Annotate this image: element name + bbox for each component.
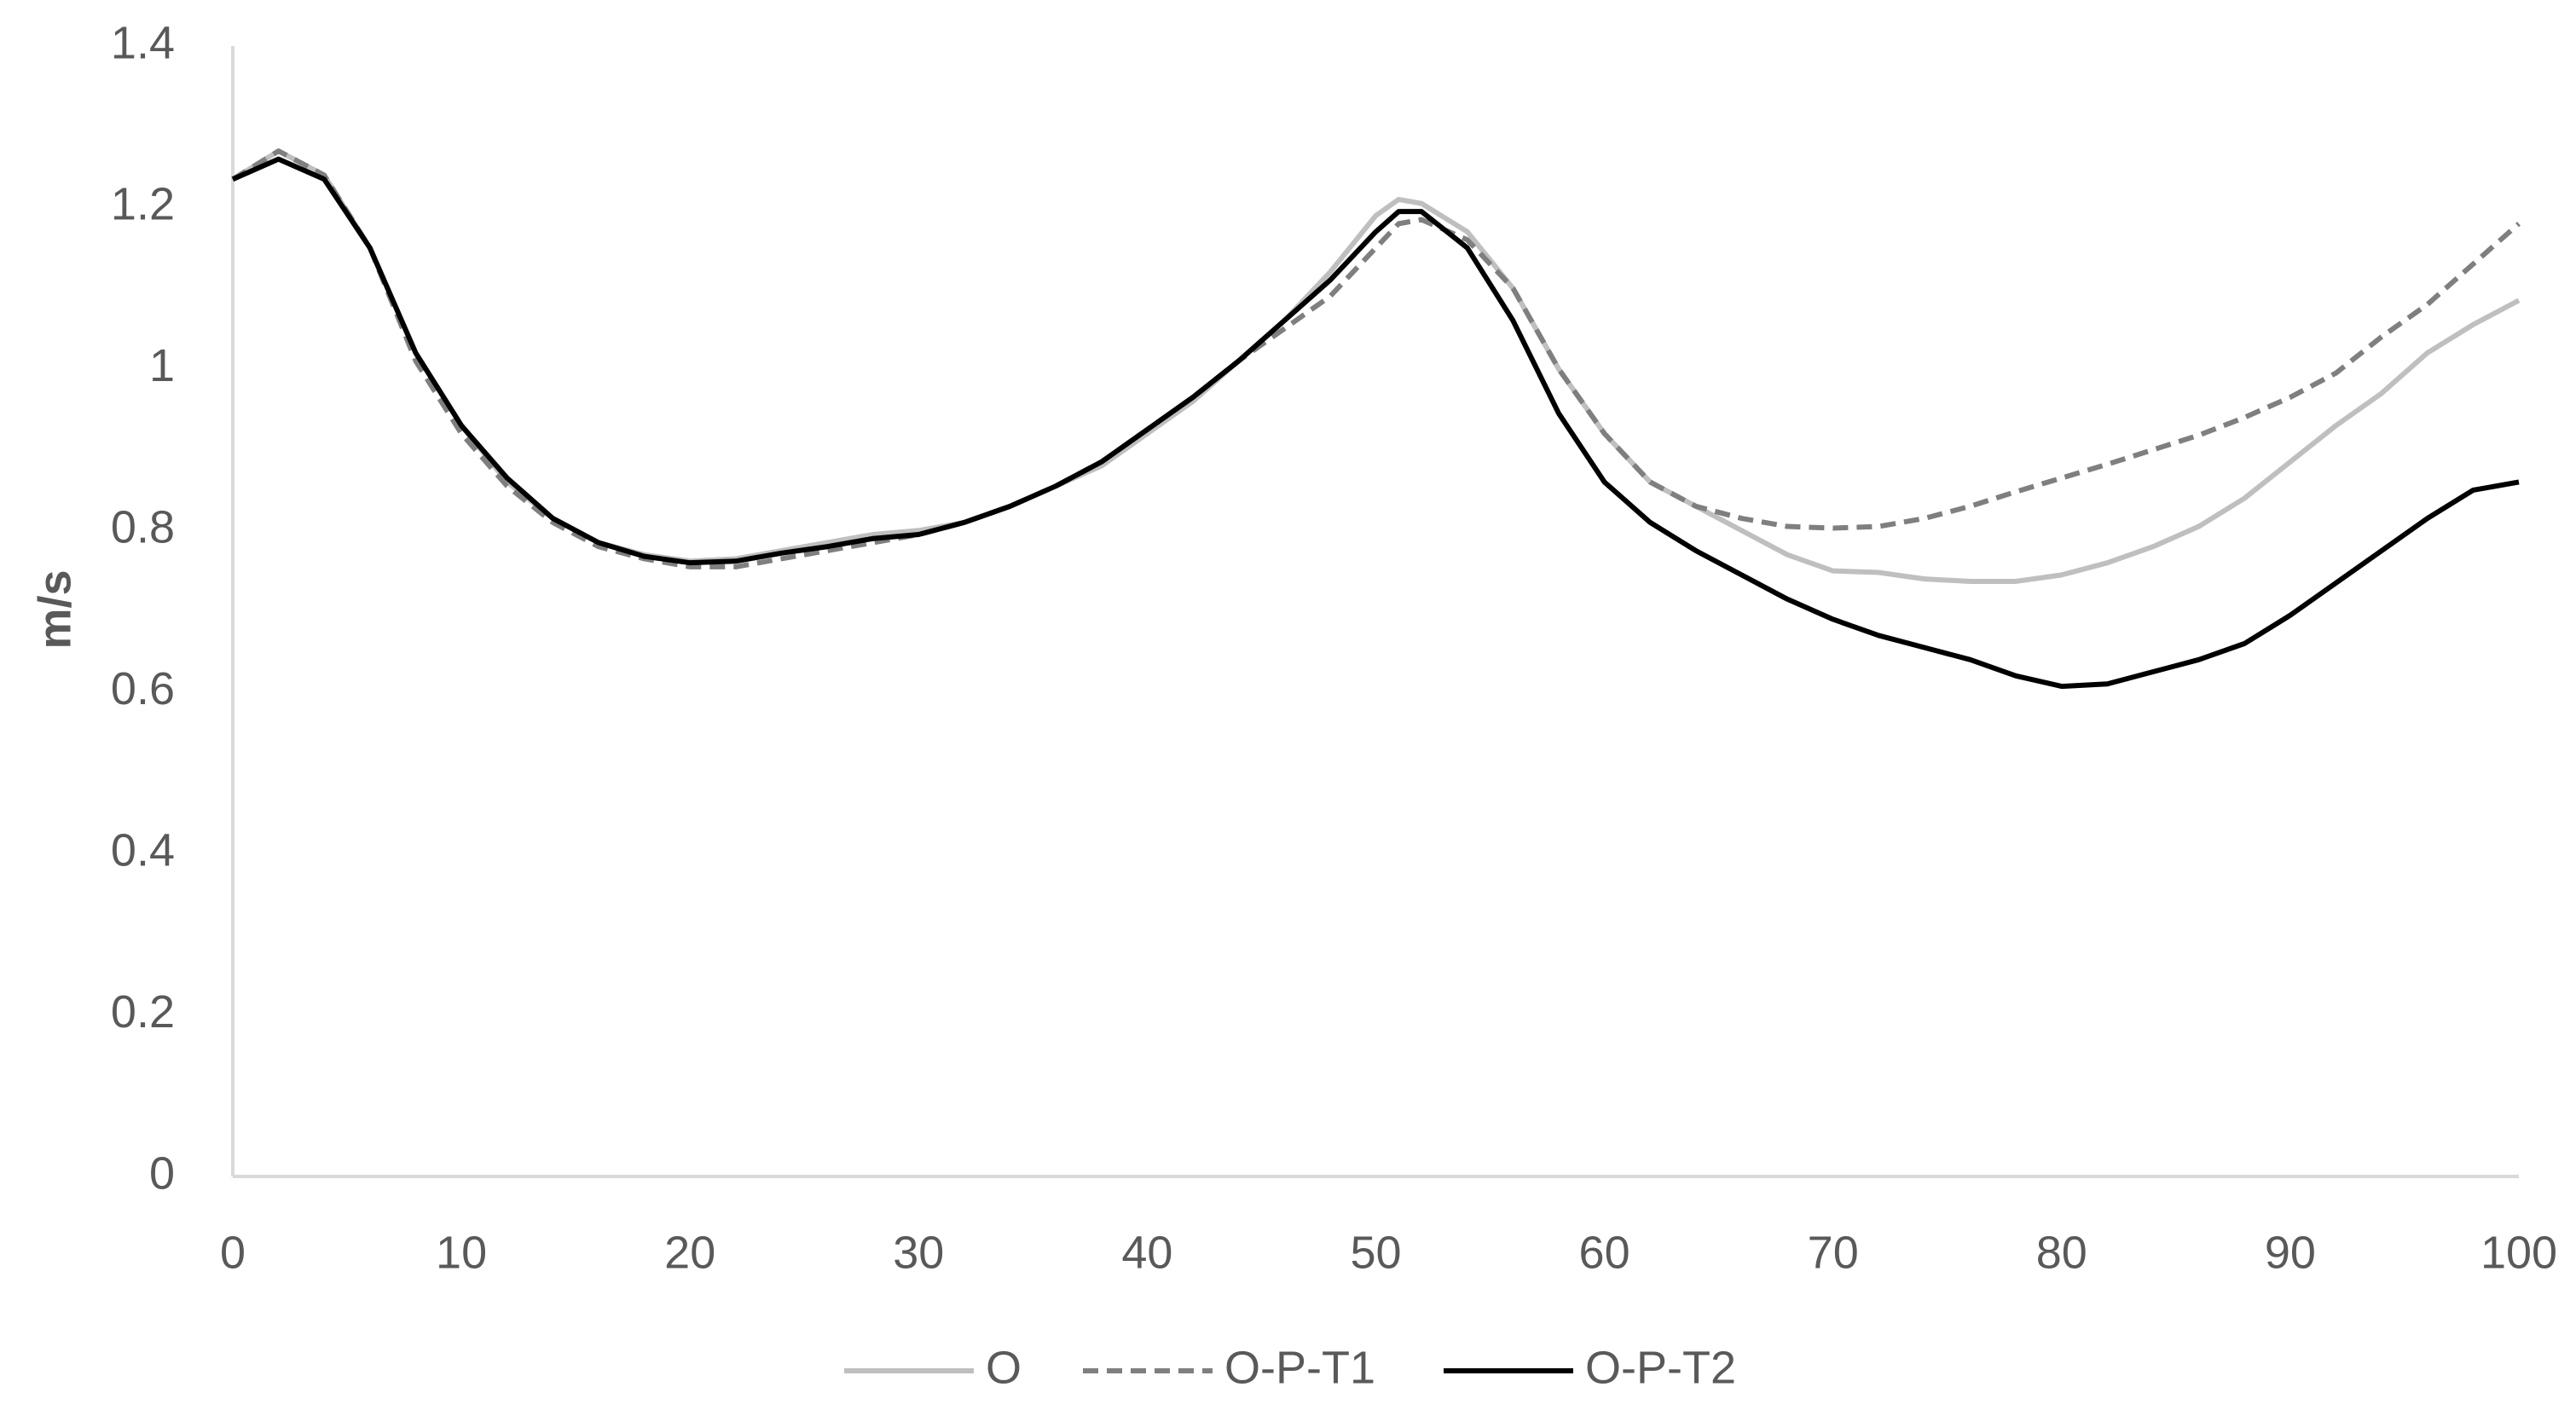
- legend-label: O-P-T2: [1585, 1342, 1736, 1393]
- x-tick-label: 50: [1350, 1227, 1401, 1278]
- x-tick-label: 20: [664, 1227, 715, 1278]
- y-tick-label: 0.6: [111, 663, 175, 714]
- y-axis-label: m/s: [29, 569, 80, 649]
- x-tick-label: 30: [893, 1227, 944, 1278]
- legend-label: O: [986, 1342, 1022, 1393]
- series-line: [231, 156, 2520, 690]
- x-tick-label: 40: [1121, 1227, 1172, 1278]
- y-tick-label: 1.2: [111, 179, 175, 230]
- y-tick-label: 0.8: [111, 502, 175, 553]
- series-line: [231, 148, 2521, 569]
- y-tick-label: 1: [149, 340, 175, 391]
- y-tick-label: 0.2: [111, 986, 175, 1037]
- x-tick-label: 90: [2265, 1227, 2316, 1278]
- y-tick-label: 0: [149, 1147, 175, 1199]
- x-tick-label: 60: [1579, 1227, 1630, 1278]
- x-tick-label: 100: [2480, 1227, 2557, 1278]
- legend-label: O-P-T1: [1224, 1342, 1375, 1393]
- y-tick-label: 0.4: [111, 824, 175, 876]
- x-tick-label: 0: [220, 1227, 246, 1278]
- x-tick-label: 70: [1808, 1227, 1859, 1278]
- x-tick-label: 80: [2036, 1227, 2087, 1278]
- x-tick-label: 10: [436, 1227, 487, 1278]
- y-tick-label: 1.4: [111, 17, 175, 68]
- series-line: [231, 148, 2521, 584]
